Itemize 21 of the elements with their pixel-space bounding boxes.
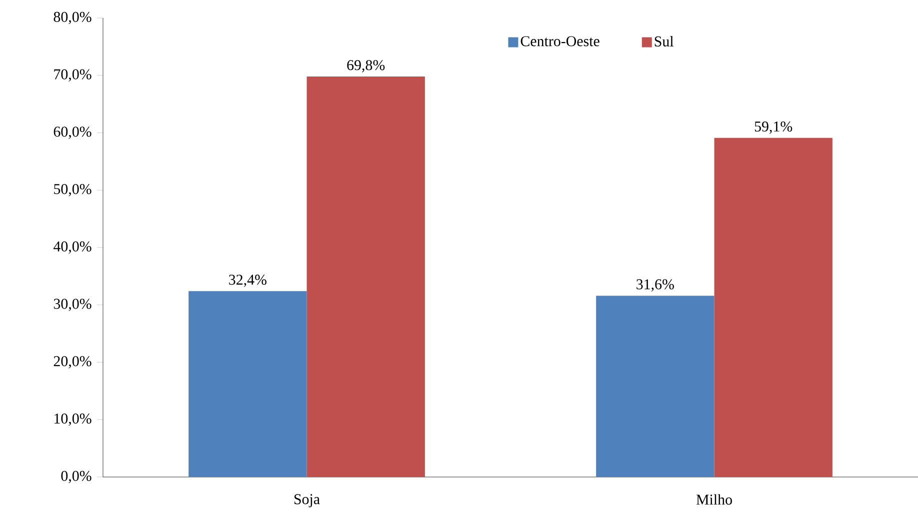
x-tick-label: Soja	[294, 494, 320, 508]
y-tick-label: 80,0%	[54, 12, 92, 24]
y-tick-label: 20,0%	[54, 356, 92, 368]
bar	[596, 296, 714, 477]
data-label: 31,6%	[636, 279, 674, 292]
y-tick-label: 30,0%	[54, 298, 92, 311]
legend-label: Centro-Oeste	[520, 36, 600, 46]
y-tick-label: 10,0%	[54, 414, 92, 426]
y-tick-label: 50,0%	[54, 184, 92, 196]
bar	[714, 138, 832, 477]
x-tick-label: Milho	[696, 494, 732, 505]
y-tick-label: 70,0%	[54, 69, 92, 82]
bar	[306, 76, 425, 477]
bar	[188, 291, 307, 477]
data-label: 32,4%	[229, 274, 266, 287]
data-label: 69,8%	[347, 60, 385, 72]
y-tick-label: 0,0%	[61, 470, 92, 484]
legend-label: Sul	[654, 36, 674, 46]
data-label: 59,1%	[754, 121, 792, 134]
y-tick-label: 40,0%	[54, 241, 92, 254]
y-tick-label: 60,0%	[54, 126, 92, 139]
